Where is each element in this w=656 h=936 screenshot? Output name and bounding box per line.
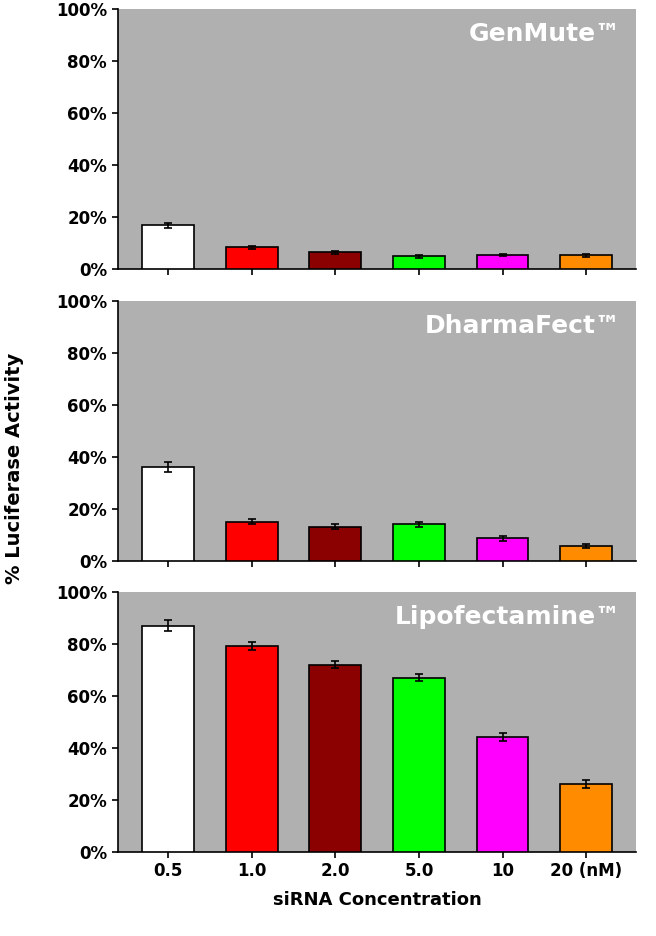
Bar: [560, 547, 612, 561]
Bar: [226, 247, 277, 270]
Bar: [226, 647, 277, 852]
Text: % Luciferase Activity: % Luciferase Activity: [5, 352, 24, 584]
Text: DharmaFect™: DharmaFect™: [425, 314, 621, 338]
Bar: [393, 256, 445, 270]
Bar: [142, 625, 194, 852]
Bar: [560, 784, 612, 852]
Bar: [226, 521, 277, 561]
Bar: [477, 738, 529, 852]
X-axis label: siRNA Concentration: siRNA Concentration: [273, 891, 482, 909]
Text: Lipofectamine™: Lipofectamine™: [395, 605, 621, 629]
Bar: [477, 255, 529, 270]
Text: GenMute™: GenMute™: [468, 22, 621, 47]
Bar: [310, 527, 361, 561]
Bar: [310, 253, 361, 270]
Bar: [560, 255, 612, 270]
Bar: [142, 467, 194, 561]
Bar: [142, 226, 194, 270]
Bar: [477, 538, 529, 561]
Bar: [393, 524, 445, 561]
Bar: [393, 678, 445, 852]
Bar: [310, 665, 361, 852]
